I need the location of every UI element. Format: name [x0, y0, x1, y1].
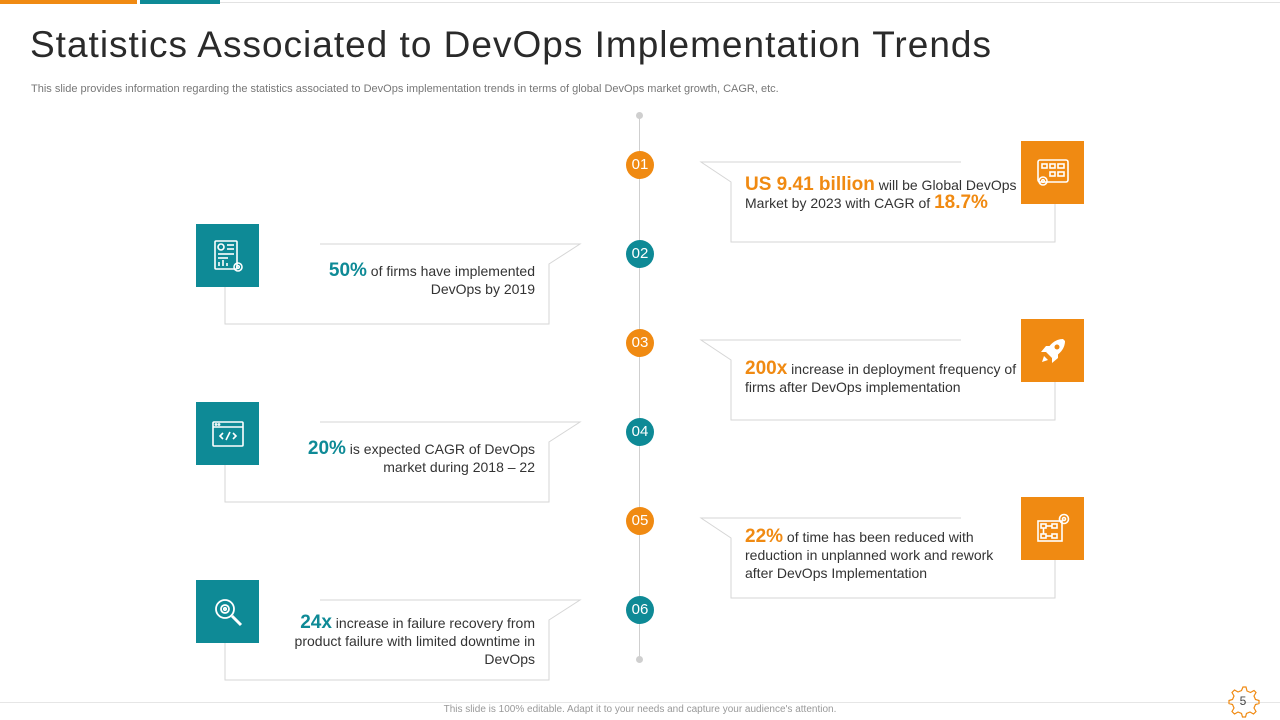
step-05: 05 [626, 507, 654, 535]
stat-card-01: US 9.41 billion will be Global DevOps Ma… [699, 161, 1056, 243]
stat-text-03: 200x increase in deployment frequency of… [745, 358, 1017, 395]
dashboard-report-gear-icon [196, 224, 259, 287]
stat-highlight: 200x [745, 358, 788, 379]
stat-highlight: 24x [300, 612, 332, 633]
stat-highlight-secondary: 18.7% [934, 192, 988, 213]
stat-text-06: 24x increase in failure recovery from pr… [294, 612, 535, 667]
gear-icon [1228, 686, 1260, 718]
stat-card-05: 22% of time has been reduced with reduct… [699, 517, 1056, 599]
step-01: 01 [626, 151, 654, 179]
stat-card-06: 24x increase in failure recovery from pr… [224, 599, 582, 681]
stat-text-05: 22% of time has been reduced with reduct… [745, 526, 994, 581]
code-window-icon [196, 402, 259, 465]
stat-highlight: 22% [745, 526, 784, 547]
top-accent-orange [0, 0, 137, 4]
footer-divider [0, 702, 1280, 703]
step-06: 06 [626, 596, 654, 624]
timeline-line [639, 116, 640, 660]
footer-note: This slide is 100% editable. Adapt it to… [443, 704, 837, 715]
stat-highlight: 20% [307, 438, 346, 459]
stat-card-02: 50% of firms have implemented DevOps by … [224, 243, 582, 325]
stat-card-04: 20% is expected CAGR of DevOps market du… [224, 421, 582, 503]
rocket-icon [1021, 319, 1084, 382]
page-number-badge: 5 [1226, 684, 1260, 718]
page-number: 5 [1239, 694, 1247, 708]
stat-highlight: 50% [328, 260, 367, 281]
top-accent-teal [140, 0, 220, 4]
step-03: 03 [626, 329, 654, 357]
workflow-gear-icon [1021, 497, 1084, 560]
stat-text-04: 20% is expected CAGR of DevOps market du… [307, 438, 535, 475]
blueprint-gear-icon [1021, 141, 1084, 204]
slide-title: Statistics Associated to DevOps Implemen… [30, 24, 992, 65]
stat-text-02: 50% of firms have implemented DevOps by … [328, 260, 535, 297]
step-04: 04 [626, 418, 654, 446]
stat-card-03: 200x increase in deployment frequency of… [699, 339, 1056, 421]
step-02: 02 [626, 240, 654, 268]
slide-subtitle: This slide provides information regardin… [31, 83, 779, 95]
timeline-start-dot [636, 112, 643, 119]
timeline-end-dot [636, 656, 643, 663]
top-divider [220, 2, 1280, 3]
magnifier-gear-icon [196, 580, 259, 643]
stat-text-01: US 9.41 billion will be Global DevOps Ma… [745, 174, 1017, 213]
stat-highlight: US 9.41 billion [745, 174, 875, 195]
